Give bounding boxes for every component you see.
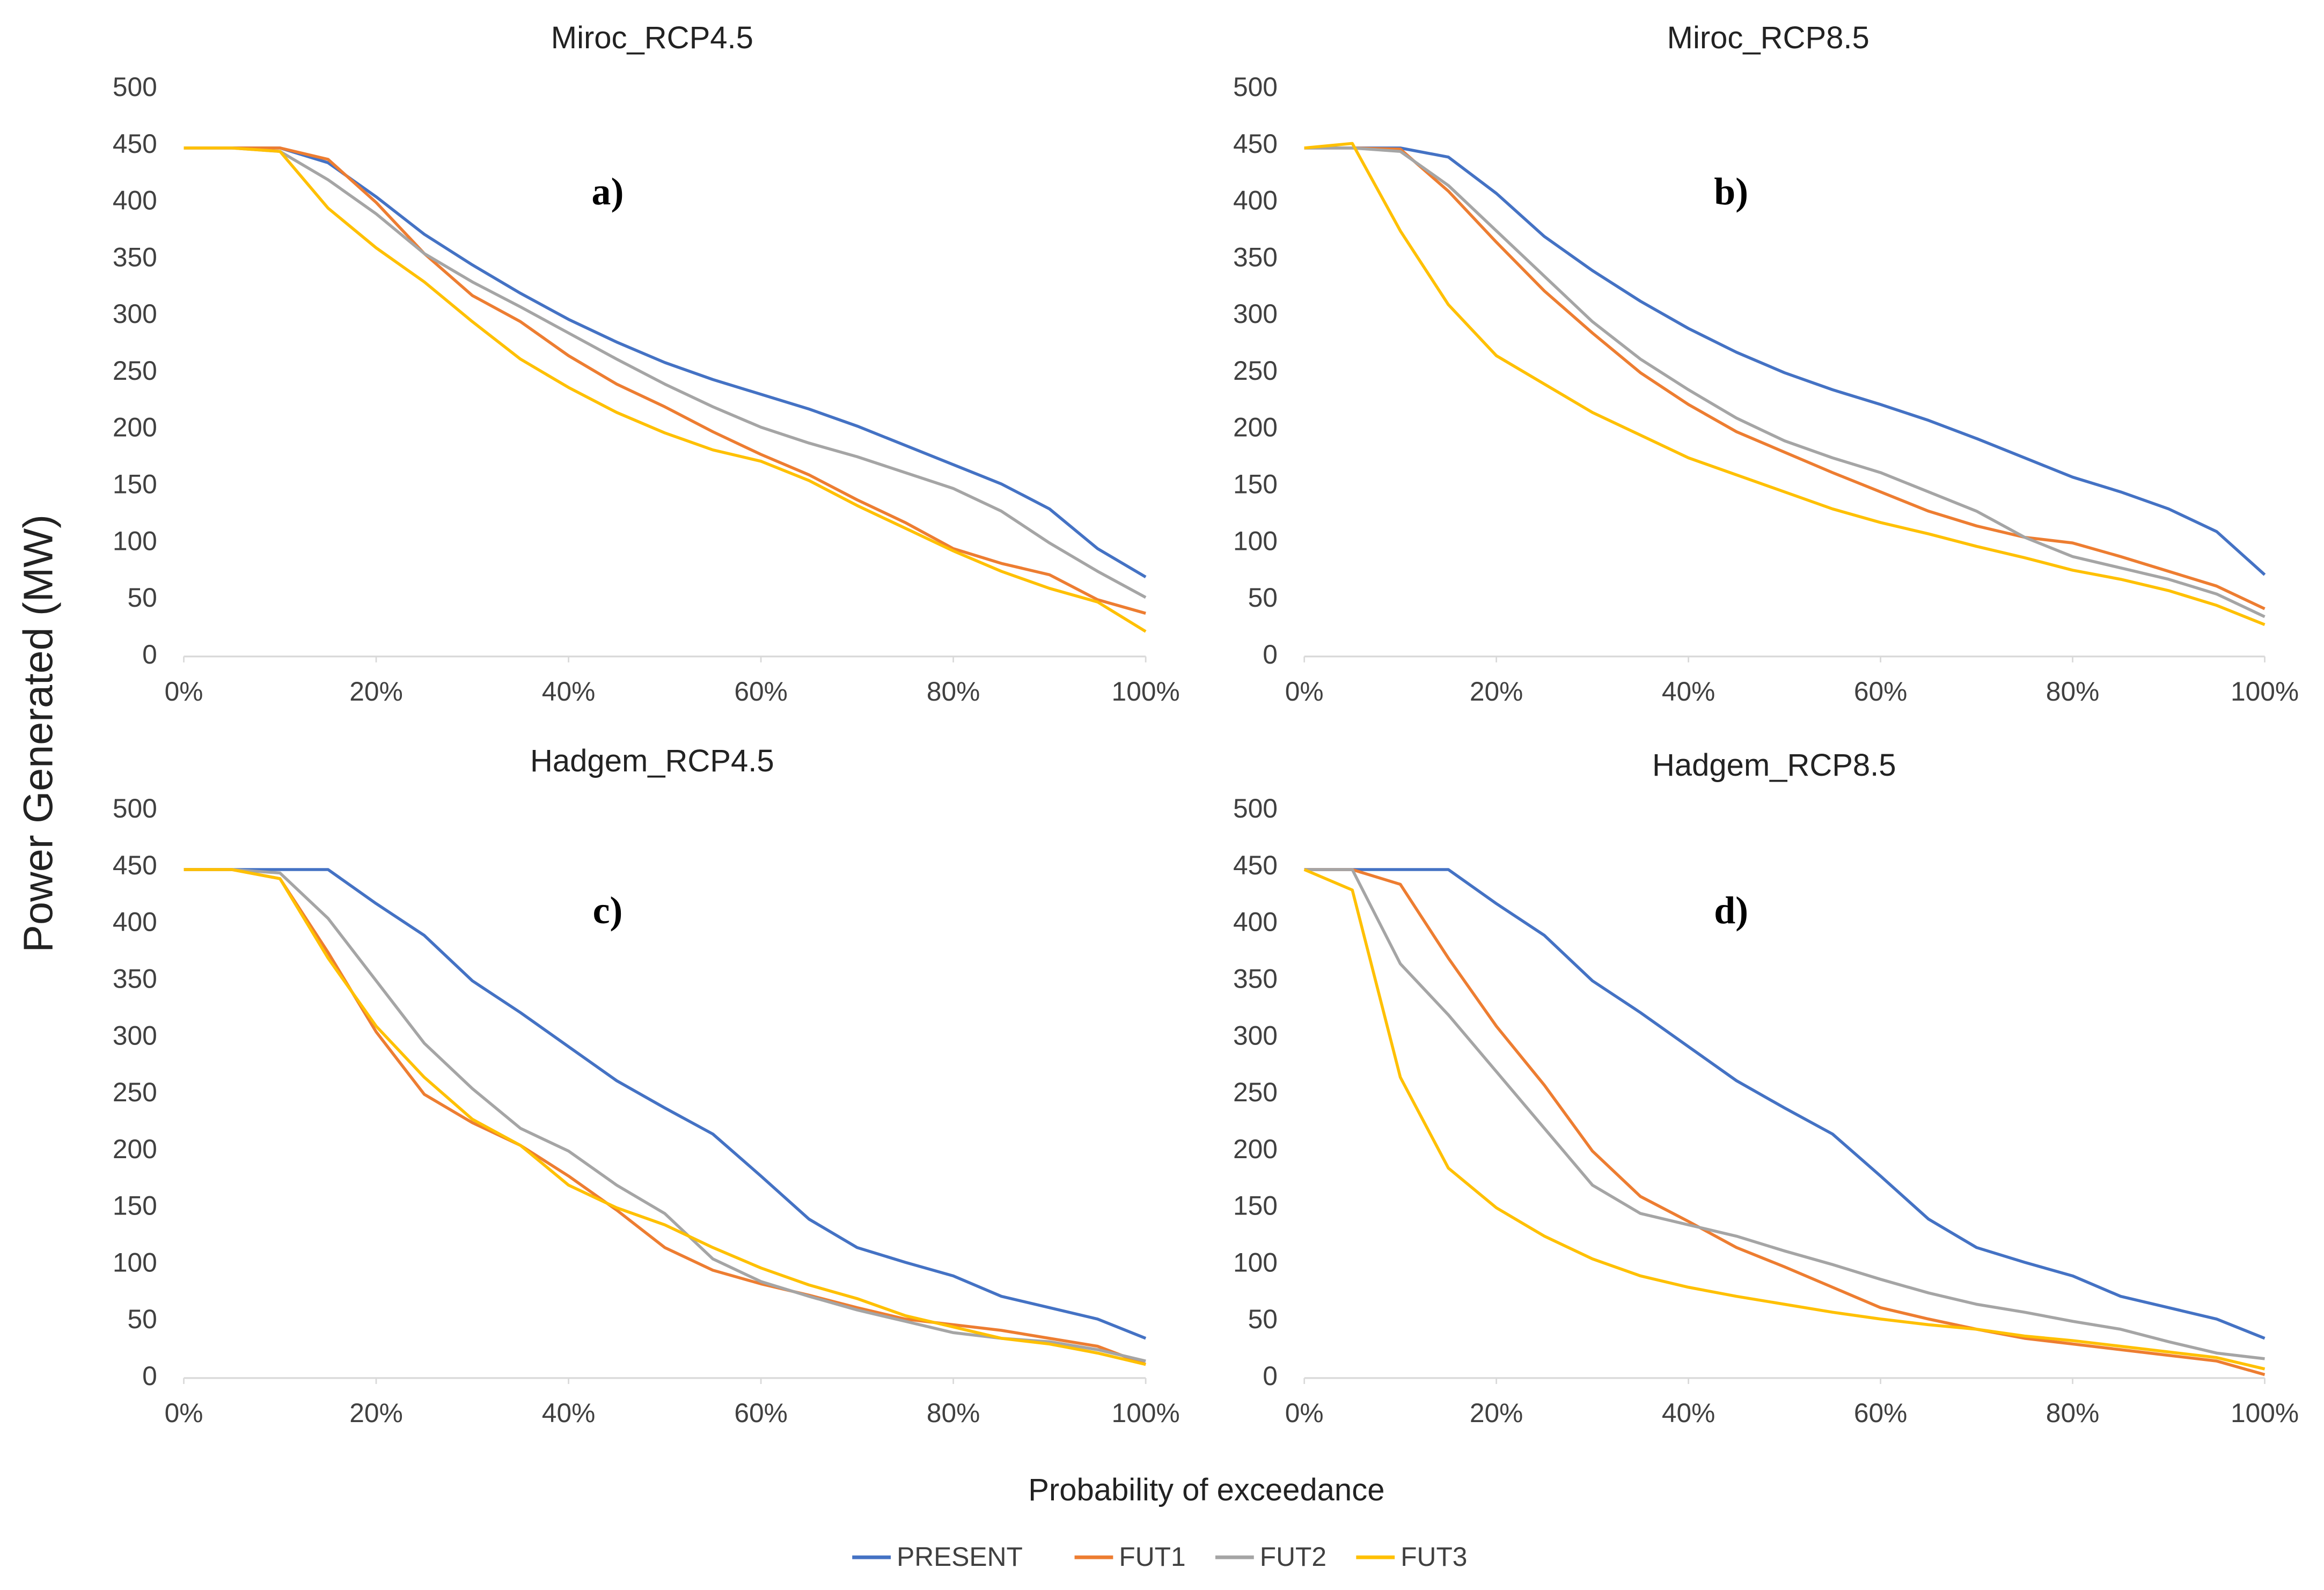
y-tick-label: 0: [142, 1361, 157, 1391]
x-tick-label: 60%: [1854, 1398, 1907, 1428]
x-tick-label: 0%: [1285, 676, 1324, 706]
y-tick-label: 100: [1233, 1247, 1278, 1277]
y-tick-label: 400: [1233, 907, 1278, 937]
x-tick-label: 60%: [734, 676, 787, 706]
legend-label: FUT2: [1260, 1542, 1326, 1572]
legend-label: FUT1: [1119, 1542, 1185, 1572]
x-tick-label: 100%: [2231, 1398, 2299, 1428]
x-tick-label: 80%: [2046, 1398, 2099, 1428]
subplot-title: Miroc_RCP4.5: [551, 20, 753, 55]
x-axis-label: Probability of exceedance: [1028, 1473, 1384, 1507]
series-line: [1304, 142, 2266, 627]
panel-label: b): [1714, 170, 1748, 213]
y-tick-label: 0: [1263, 1361, 1278, 1391]
panel-label: a): [592, 170, 624, 213]
subplot-title: Hadgem_RCP4.5: [530, 744, 774, 778]
y-tick-label: 450: [1233, 850, 1278, 880]
y-tick-label: 500: [1233, 72, 1278, 102]
y-tick-label: 250: [113, 1077, 157, 1107]
series-line: [184, 146, 1147, 633]
y-tick-label: 500: [113, 72, 157, 102]
y-tick-label: 200: [1233, 413, 1278, 443]
y-tick-label: 350: [1233, 242, 1278, 272]
series-line: [184, 868, 1147, 1340]
y-tick-label: 100: [1233, 526, 1278, 556]
y-tick-label: 50: [1248, 1304, 1278, 1334]
y-tick-label: 50: [1248, 583, 1278, 613]
y-tick-label: 300: [113, 299, 157, 329]
x-tick-label: 40%: [542, 676, 595, 706]
y-tick-label: 200: [113, 413, 157, 443]
x-tick-label: 100%: [1112, 1398, 1180, 1428]
series-line: [184, 868, 1147, 1366]
y-tick-label: 500: [113, 793, 157, 823]
x-tick-label: 60%: [734, 1398, 787, 1428]
subplot-title: Hadgem_RCP8.5: [1652, 748, 1896, 783]
x-tick-label: 20%: [349, 676, 402, 706]
y-tick-label: 500: [1233, 793, 1278, 823]
legend-label: PRESENT: [897, 1542, 1023, 1572]
x-tick-label: 20%: [349, 1398, 402, 1428]
y-tick-label: 300: [113, 1020, 157, 1050]
y-tick-label: 450: [113, 850, 157, 880]
y-tick-label: 0: [1263, 639, 1278, 669]
y-tick-label: 200: [1233, 1134, 1278, 1164]
x-tick-label: 0%: [1285, 1398, 1324, 1428]
series-line: [184, 146, 1146, 615]
series-line: [1304, 146, 2266, 610]
y-tick-label: 250: [113, 356, 157, 386]
panel-label: c): [593, 889, 623, 932]
series-line: [1304, 146, 2266, 619]
y-tick-label: 0: [142, 639, 157, 669]
y-tick-label: 150: [113, 1191, 157, 1221]
x-tick-label: 40%: [1662, 1398, 1715, 1428]
y-tick-label: 300: [1233, 1020, 1278, 1050]
y-tick-label: 350: [113, 963, 157, 993]
x-tick-label: 80%: [927, 1398, 980, 1428]
series-line: [184, 868, 1146, 1366]
y-tick-label: 50: [127, 583, 157, 613]
y-tick-label: 450: [1233, 129, 1278, 159]
x-tick-label: 40%: [1662, 676, 1715, 706]
series-line: [1304, 868, 2266, 1376]
x-tick-label: 20%: [1470, 1398, 1523, 1428]
x-tick-label: 80%: [927, 676, 980, 706]
y-tick-label: 200: [113, 1134, 157, 1164]
series-line: [1304, 868, 2266, 1340]
y-tick-label: 400: [1233, 186, 1278, 216]
series-line: [1304, 868, 2265, 1360]
series-line: [1303, 868, 2266, 1371]
legend-label: FUT3: [1401, 1542, 1467, 1572]
y-tick-label: 150: [1233, 469, 1278, 499]
x-tick-label: 20%: [1470, 676, 1523, 706]
y-tick-label: 100: [113, 1247, 157, 1277]
x-tick-label: 100%: [1112, 676, 1180, 706]
series-line: [184, 146, 1147, 599]
y-tick-label: 350: [113, 242, 157, 272]
x-tick-label: 80%: [2046, 676, 2099, 706]
y-tick-label: 250: [1233, 356, 1278, 386]
panel-label: d): [1714, 889, 1748, 932]
y-axis-label: Power Generated (MW): [16, 514, 62, 952]
y-tick-label: 400: [113, 186, 157, 216]
y-tick-label: 350: [1233, 963, 1278, 993]
series-line: [184, 868, 1146, 1363]
subplot-title: Miroc_RCP8.5: [1667, 20, 1870, 55]
y-tick-label: 450: [113, 129, 157, 159]
x-tick-label: 0%: [165, 1398, 203, 1428]
x-tick-label: 60%: [1854, 676, 1907, 706]
x-tick-label: 40%: [542, 1398, 595, 1428]
series-line: [1304, 146, 2266, 576]
x-tick-label: 0%: [165, 676, 203, 706]
y-tick-label: 100: [113, 526, 157, 556]
y-tick-label: 50: [127, 1304, 157, 1334]
y-tick-label: 150: [1233, 1191, 1278, 1221]
y-tick-label: 400: [113, 907, 157, 937]
y-tick-label: 250: [1233, 1077, 1278, 1107]
y-tick-label: 300: [1233, 299, 1278, 329]
x-tick-label: 100%: [2231, 676, 2299, 706]
y-tick-label: 150: [113, 469, 157, 499]
